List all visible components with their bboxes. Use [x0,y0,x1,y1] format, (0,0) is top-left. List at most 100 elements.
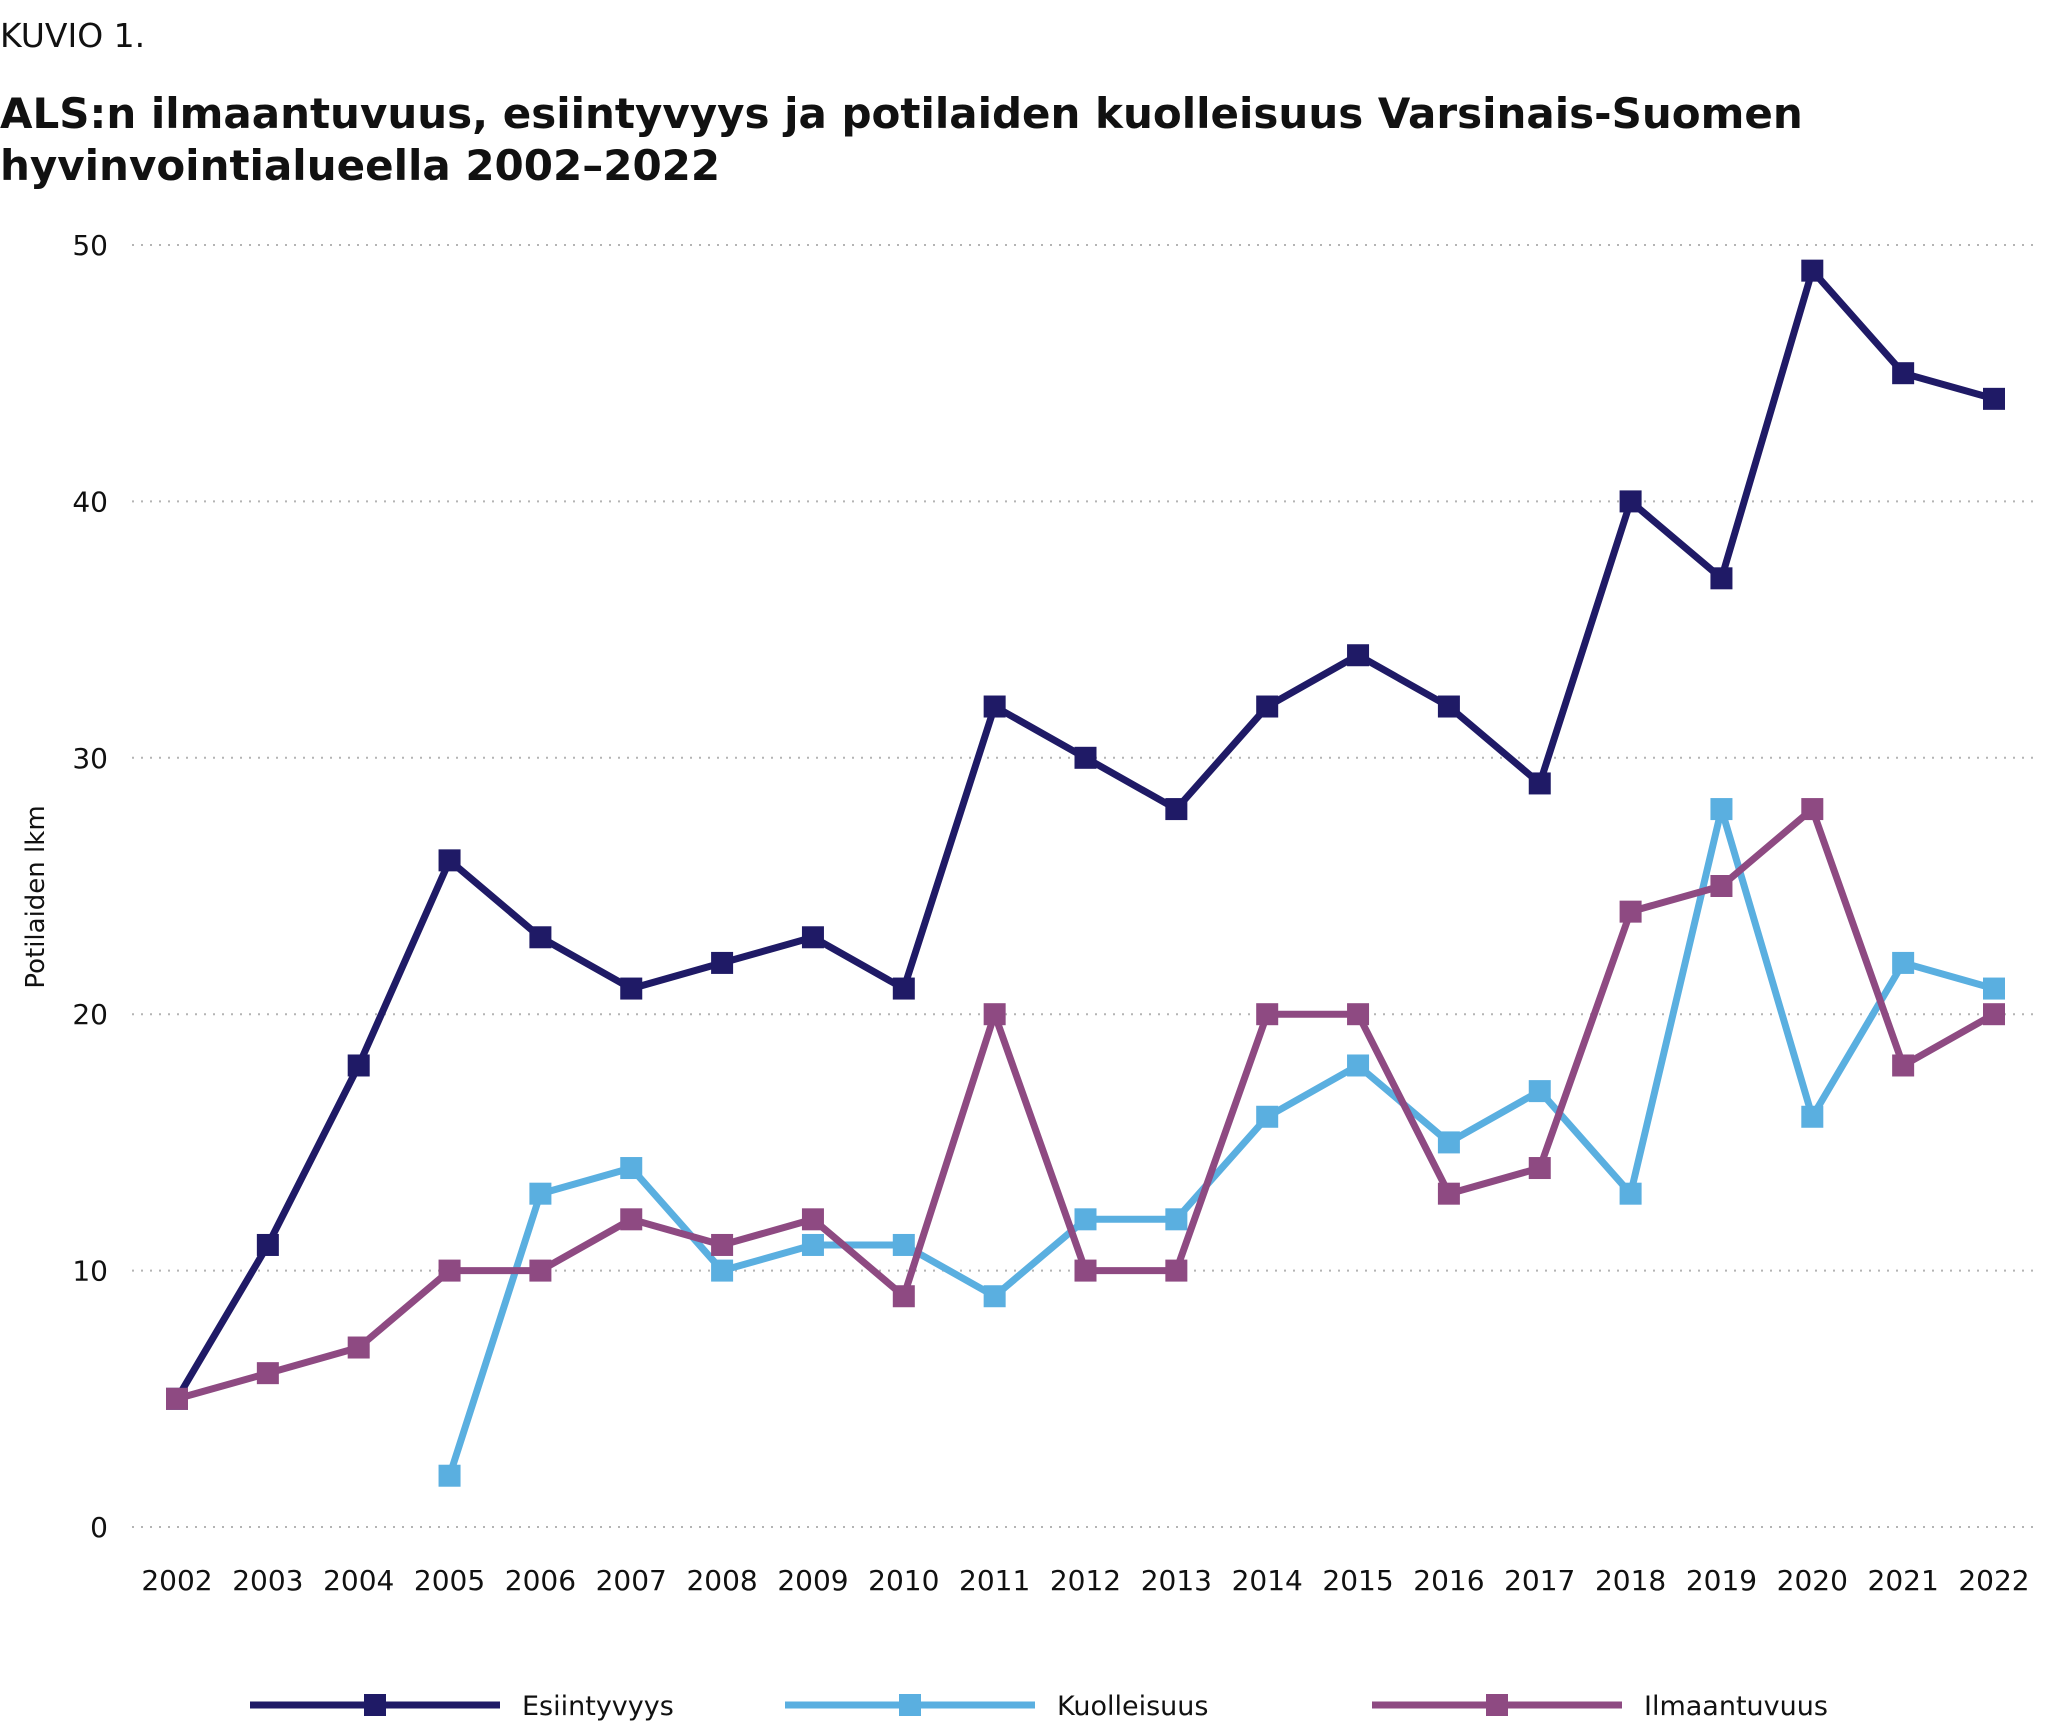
y-tick-label: 10 [72,1255,108,1288]
y-tick-label: 40 [72,485,108,518]
x-tick-label: 2009 [777,1564,848,1597]
x-tick-label: 2006 [505,1564,576,1597]
x-tick-label: 2003 [232,1564,303,1597]
data-point-ilmaantuvuus [256,1362,279,1385]
data-point-ilmaantuvuus [1983,1003,2005,1026]
data-point-kuolleisuus [1074,1208,1097,1231]
figure-label: KUVIO 1. [0,16,146,55]
data-point-ilmaantuvuus [1619,900,1642,923]
x-tick-label: 2020 [1777,1564,1848,1597]
data-point-kuolleisuus [1528,1080,1551,1103]
line-ilmaantuvuus [176,805,1996,1403]
data-point-ilmaantuvuus [711,1233,734,1256]
x-axis-ticks: 2002 2003 2004 2005 2006 2007 2008 2009 2010 2011… [141,1564,2029,1597]
x-tick-label: 2022 [1958,1564,2029,1597]
data-point-esiintyvyys [711,951,734,974]
data-point-esiintyvyys [1347,644,1370,667]
x-tick-label: 2012 [1050,1564,1121,1597]
legend-item-esiintyvyys: Esiintyvyys [250,1691,674,1722]
data-point-ilmaantuvuus [529,1259,552,1282]
series-kuolleisuus [438,798,2005,1487]
data-point-esiintyvyys [801,926,824,949]
data-point-esiintyvyys [1892,362,1915,385]
data-point-esiintyvyys [438,849,461,872]
data-point-kuolleisuus [438,1464,461,1487]
data-point-kuolleisuus [892,1233,915,1256]
legend-label-ilmaantuvuus: Ilmaantuvuus [1644,1691,1828,1722]
data-point-esiintyvyys [1256,695,1279,718]
x-tick-label: 2015 [1322,1564,1393,1597]
legend-label-esiintyvyys: Esiintyvyys [522,1691,674,1722]
data-point-ilmaantuvuus [1437,1182,1460,1205]
data-point-kuolleisuus [1165,1208,1188,1231]
data-point-esiintyvyys [529,926,552,949]
legend: Esiintyvyys Kuolleisuus Ilmaantuvuus [250,1691,1828,1722]
legend-label-kuolleisuus: Kuolleisuus [1057,1691,1208,1722]
data-point-esiintyvyys [1801,259,1824,282]
data-point-kuolleisuus [1347,1054,1370,1077]
data-point-ilmaantuvuus [983,1003,1006,1026]
x-tick-label: 2004 [323,1564,394,1597]
data-point-ilmaantuvuus [1710,875,1733,897]
data-point-ilmaantuvuus [1801,798,1824,821]
y-axis-label: Potilaiden lkm [21,805,51,988]
data-point-ilmaantuvuus [438,1259,461,1282]
x-tick-label: 2008 [686,1564,757,1597]
data-point-ilmaantuvuus [801,1208,824,1231]
data-point-ilmaantuvuus [892,1285,915,1308]
data-point-esiintyvyys [1074,746,1097,769]
data-point-kuolleisuus [1619,1182,1642,1205]
data-point-esiintyvyys [1710,567,1733,590]
data-point-kuolleisuus [1710,798,1733,821]
x-tick-label: 2007 [596,1564,667,1597]
data-point-kuolleisuus [620,1157,643,1180]
x-tick-label: 2013 [1141,1564,1212,1597]
line-kuolleisuus [446,805,1995,1477]
x-tick-label: 2018 [1595,1564,1666,1597]
data-point-ilmaantuvuus [620,1208,643,1231]
x-tick-label: 2016 [1413,1564,1484,1597]
data-point-kuolleisuus [983,1285,1006,1308]
data-point-kuolleisuus [711,1259,734,1282]
y-tick-label: 0 [90,1511,108,1544]
data-point-kuolleisuus [529,1182,552,1205]
legend-marker-esiintyvyys [364,1694,386,1716]
series-ilmaantuvuus [166,798,2005,1410]
data-point-kuolleisuus [1801,1105,1824,1128]
data-point-kuolleisuus [1892,951,1915,974]
data-point-ilmaantuvuus [1528,1157,1551,1180]
data-point-esiintyvyys [620,977,643,1000]
y-tick-label: 50 [72,229,108,262]
data-point-ilmaantuvuus [1347,1003,1370,1026]
data-point-kuolleisuus [1983,977,2005,1000]
data-point-esiintyvyys [1619,490,1642,513]
legend-item-kuolleisuus: Kuolleisuus [785,1691,1208,1722]
x-tick-label: 2011 [959,1564,1030,1597]
legend-marker-kuolleisuus [899,1694,921,1716]
x-tick-label: 2021 [1868,1564,1939,1597]
legend-marker-ilmaantuvuus [1486,1694,1508,1716]
x-tick-label: 2010 [868,1564,939,1597]
data-point-esiintyvyys [892,977,915,1000]
x-tick-label: 2002 [141,1564,212,1597]
data-point-kuolleisuus [1256,1105,1279,1128]
y-tick-label: 20 [72,998,108,1031]
data-point-ilmaantuvuus [1892,1054,1915,1077]
data-point-ilmaantuvuus [1074,1259,1097,1282]
data-point-esiintyvyys [983,695,1006,718]
chart-title: ALS:n ilmaantuvuus, esiintyvyys ja potil… [0,89,1803,190]
data-point-esiintyvyys [347,1054,370,1077]
x-tick-label: 2019 [1686,1564,1757,1597]
data-point-kuolleisuus [1437,1131,1460,1154]
data-point-ilmaantuvuus [1256,1003,1279,1026]
data-point-esiintyvyys [1528,772,1551,795]
data-point-ilmaantuvuus [347,1336,370,1359]
grid-lines [132,244,2040,1528]
data-point-ilmaantuvuus [1165,1259,1188,1282]
data-point-esiintyvyys [1983,387,2005,410]
y-axis-ticks: 0 10 20 30 40 50 [72,229,108,1544]
series-lines [166,259,2005,1487]
x-tick-label: 2005 [414,1564,485,1597]
y-tick-label: 30 [72,742,108,775]
